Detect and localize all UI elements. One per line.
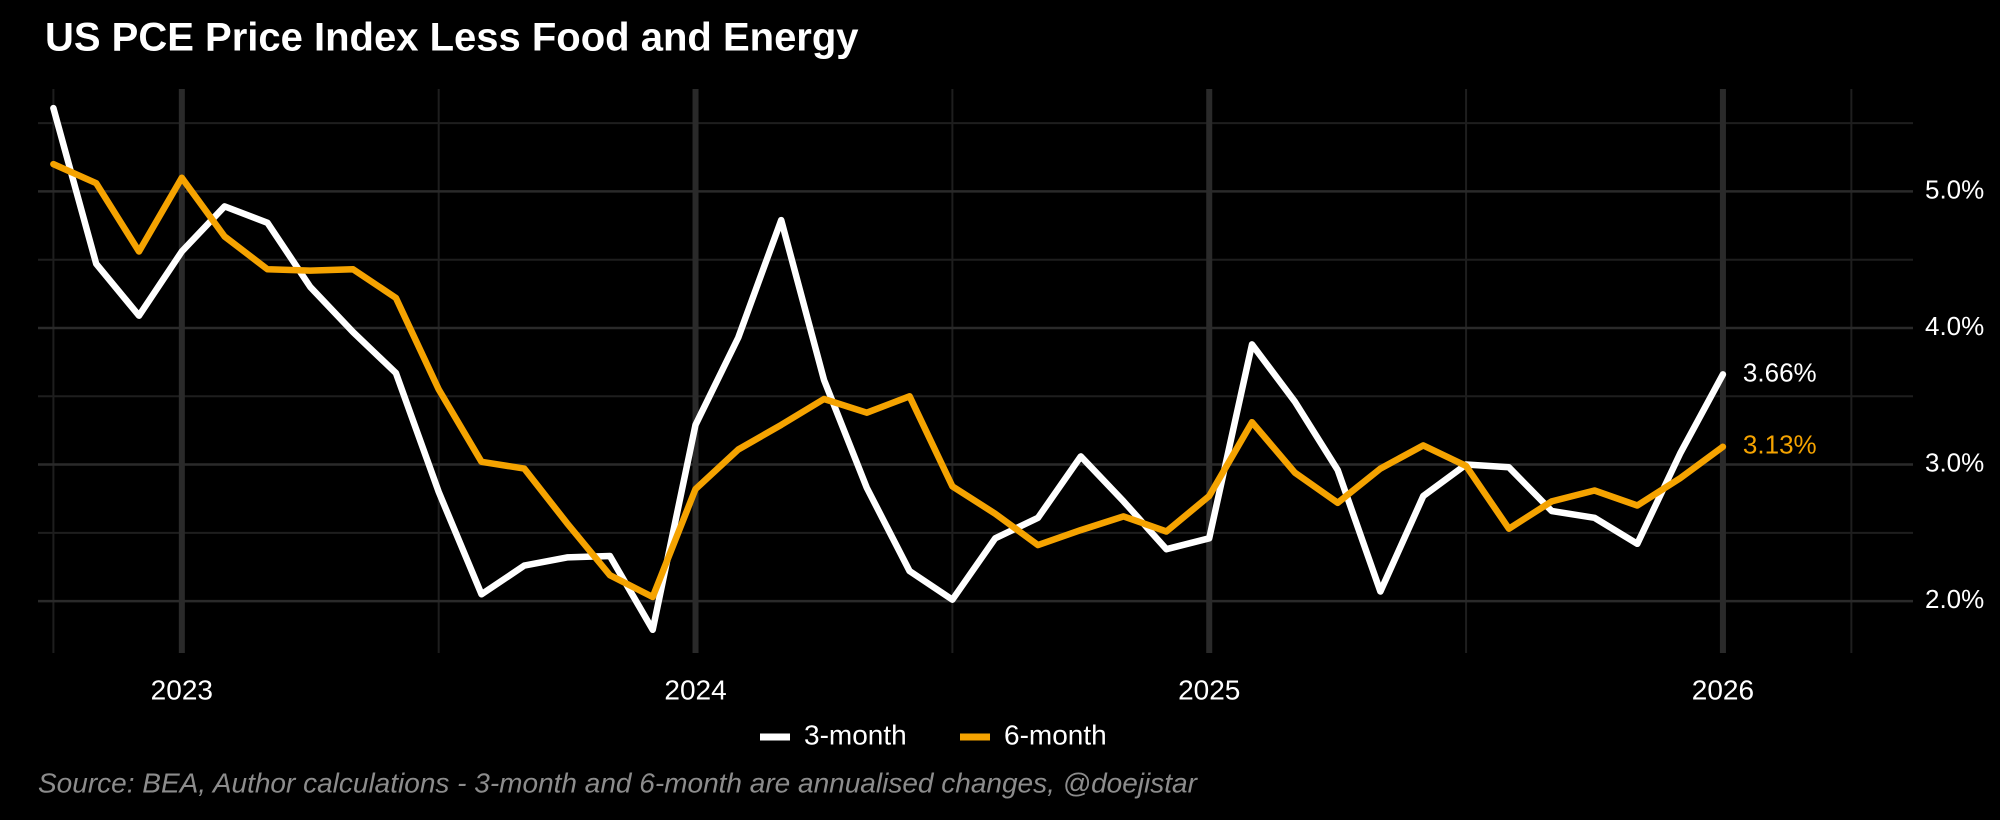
data-line	[50, 104, 1727, 634]
legend-label: 3-month	[804, 719, 907, 750]
legend-label: 6-month	[1004, 719, 1107, 750]
y-tick-label: 5.0%	[1925, 174, 1984, 204]
y-tick-label: 2.0%	[1925, 584, 1984, 614]
y-tick-label: 4.0%	[1925, 311, 1984, 341]
x-tick-label: 2023	[151, 674, 213, 705]
x-tick-label: 2025	[1178, 674, 1240, 705]
chart-title: US PCE Price Index Less Food and Energy	[45, 16, 859, 60]
end-label: 3.13%	[1743, 430, 1817, 460]
data-line	[50, 160, 1727, 601]
end-label: 3.66%	[1743, 357, 1817, 387]
source-note: Source: BEA, Author calculations - 3-mon…	[38, 767, 1199, 798]
x-tick-label: 2024	[664, 674, 726, 705]
y-tick-label: 3.0%	[1925, 447, 1984, 477]
x-tick-label: 2026	[1692, 674, 1754, 705]
